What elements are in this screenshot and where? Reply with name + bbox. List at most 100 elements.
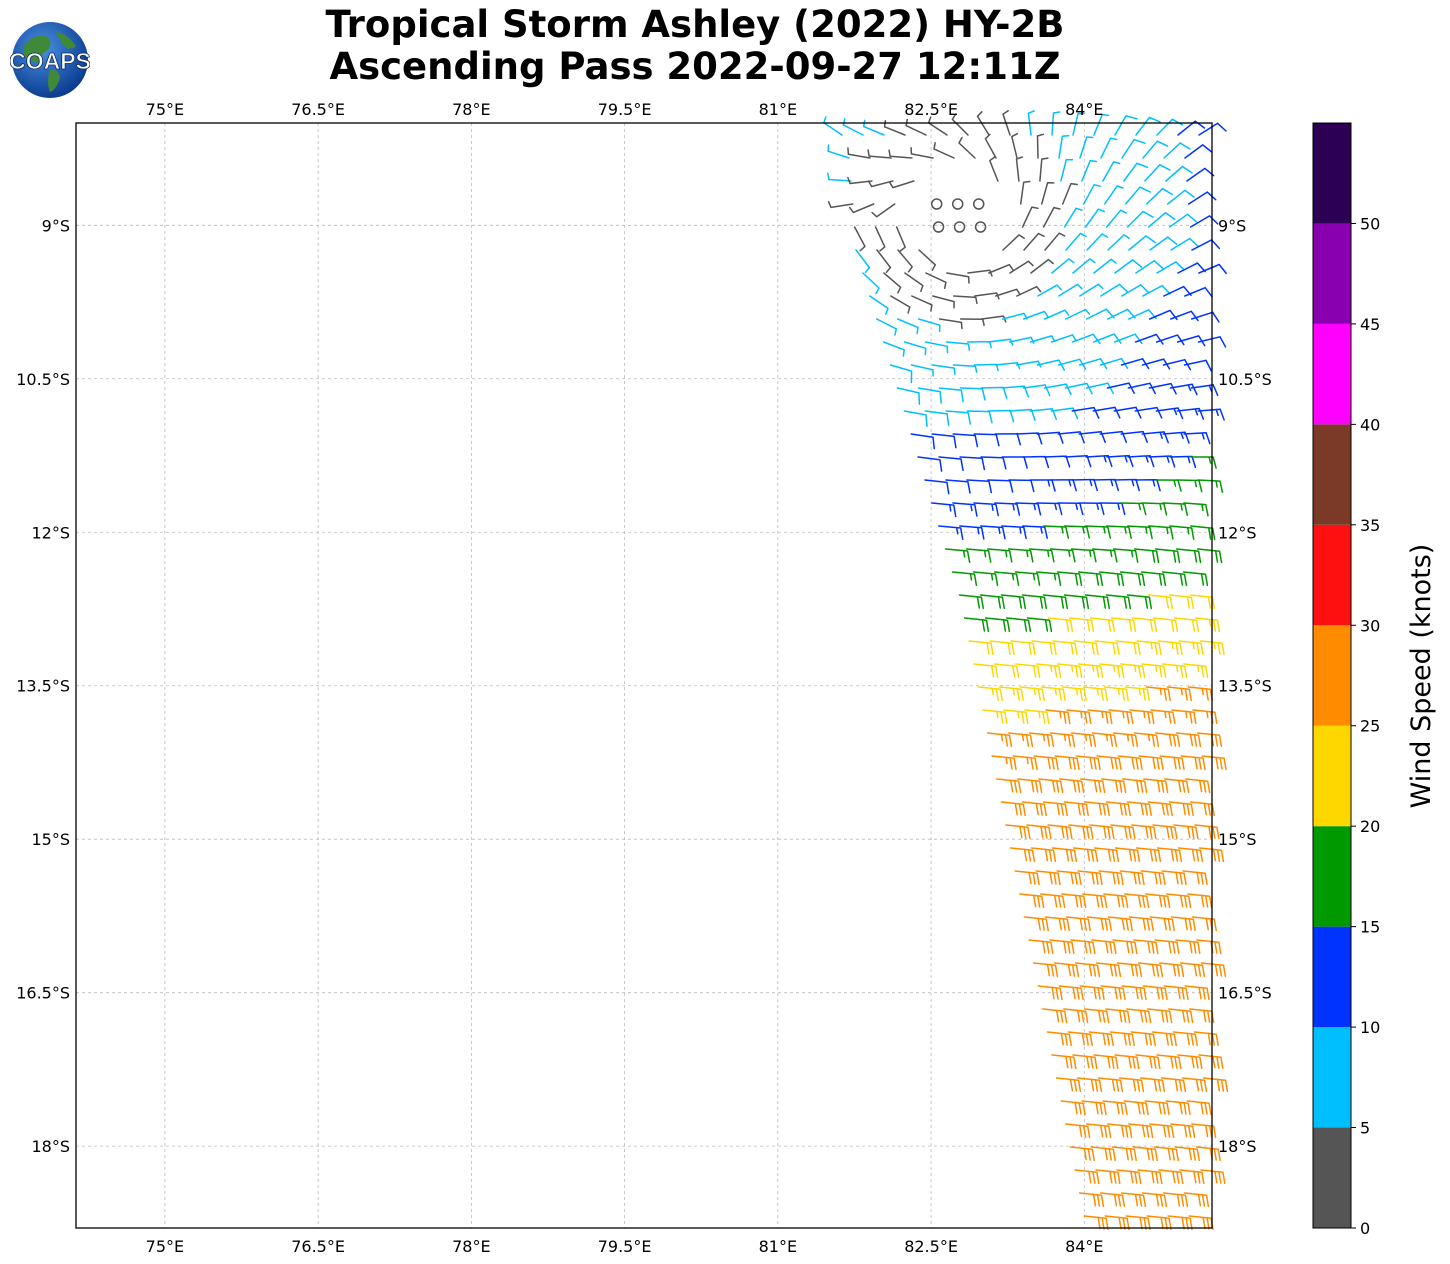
wind-barb [1194,824,1220,840]
wind-barb [1189,594,1216,610]
wind-barb [952,433,979,448]
colorbar-tick-label: 30 [1360,616,1380,635]
wind-barb [1053,962,1080,978]
wind-barb [1078,1192,1105,1208]
lon-tick-label-top: 79.5°E [598,100,652,119]
wind-barb [1105,209,1128,228]
wind-barb [1200,962,1227,978]
wind-barb [1015,360,1042,368]
wind-barb [1100,985,1126,1001]
wind-barb [959,387,986,401]
wind-barb [1095,962,1122,978]
wind-barb [1196,732,1223,748]
wind-barb [1028,548,1055,563]
wind-barb [1019,893,1045,909]
wind-barb [1093,847,1120,863]
wind-barb [994,432,1022,446]
wind-barb [1057,502,1084,516]
wind-barb [1141,1192,1168,1208]
wind-barb [988,263,1014,274]
wind-barb [1090,1146,1116,1162]
grid-lines [76,123,1212,1228]
wind-barb [931,502,957,518]
wind-barb [904,272,924,293]
wind-barb [1159,755,1185,771]
wind-barb [1073,640,1099,656]
wind-barb [1114,115,1138,136]
wind-barb [998,686,1024,702]
wind-barb [945,410,972,425]
wind-barb [1014,571,1041,586]
wind-barb [1189,1008,1215,1024]
wind-barb [1198,122,1227,136]
wind-barb [1134,406,1163,419]
lat-tick-label-left: 10.5°S [16,370,70,389]
wind-barb [1168,1008,1194,1024]
wind-barb [1166,686,1192,702]
wind-barb [1169,525,1195,541]
wind-barb [1144,164,1171,182]
lon-tick-label-bottom: 84°E [1065,1237,1103,1256]
wind-barb [918,249,937,271]
wind-barb [1107,916,1133,932]
colorbar-tick-label: 5 [1360,1119,1370,1138]
wind-barb [1176,479,1203,493]
wind-barb [1001,312,1028,320]
wind-barb [1098,571,1125,587]
wind-barb [1015,156,1024,182]
wind-barb [1082,686,1108,702]
wind-barb [959,456,986,471]
lon-tick-label-bottom: 81°E [759,1237,797,1256]
wind-barb [1142,140,1169,159]
wind-barb [897,249,913,273]
wind-barb [1179,962,1206,978]
wind-barb [1036,133,1045,159]
wind-barb [1000,801,1026,817]
wind-barb [1133,732,1160,748]
wind-barb [1190,456,1217,469]
wind-barb [1026,617,1053,633]
wind-barb [1042,594,1069,610]
wind-barb [1147,594,1174,610]
wind-barb [1065,232,1087,251]
wind-barb [1162,1192,1189,1208]
colorbar-tick-label: 20 [1360,817,1380,836]
wind-barb [1051,111,1061,136]
wind-barb [924,341,949,354]
wind-barb [1077,870,1103,886]
wind-barb [917,456,943,472]
wind-barb [890,295,911,314]
wind-barb [1136,640,1162,656]
wind-barb [1198,847,1225,863]
wind-barb [1058,134,1070,159]
lon-tick-label-top: 78°E [452,100,490,119]
wind-barb [1161,870,1187,886]
wind-barb [1187,893,1213,909]
wind-barb [1085,382,1114,395]
lon-tick-label-bottom: 75°E [146,1237,184,1256]
wind-barb [1032,962,1059,978]
wind-barb [1064,308,1091,320]
lat-tick-label-right: 9°S [1218,216,1246,235]
wind-barb [1121,138,1146,159]
wind-barb [1092,478,1120,492]
wind-barb [1063,1008,1089,1024]
wind-barb [1040,686,1066,702]
coaps-logo: COAPS [10,22,90,98]
wind-barb [1092,406,1121,419]
wind-barb [1079,283,1104,297]
colorbar-segment [1313,1127,1351,1228]
wind-barb [1099,502,1126,516]
lon-tick-label-top: 81°E [759,100,797,119]
wind-barb [823,116,843,136]
calm-marker [951,198,964,210]
wind-barb [944,548,971,564]
wind-barb [1191,916,1217,932]
wind-barb [1011,132,1019,159]
wind-barb [1196,939,1222,955]
colorbar-segment [1313,725,1351,827]
wind-barb [1081,159,1098,182]
wind-barb [1097,1077,1124,1093]
wind-barb [1184,985,1210,1001]
wind-barb [1022,455,1050,469]
